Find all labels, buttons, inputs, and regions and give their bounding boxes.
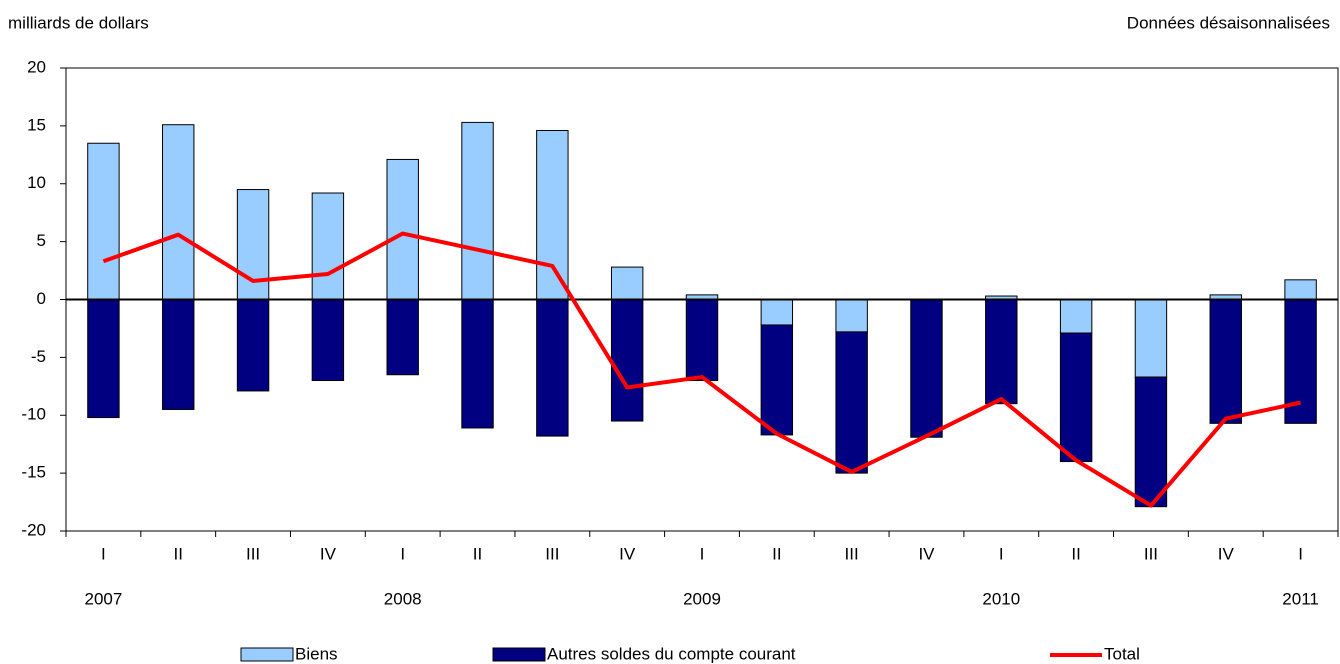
- x-tick-label: IV: [918, 544, 935, 563]
- bar: [835, 299, 868, 333]
- year-label: 2007: [84, 589, 122, 608]
- x-tick-label: II: [1071, 544, 1080, 563]
- bar: [1284, 279, 1317, 301]
- bar: [910, 299, 943, 438]
- bar: [162, 299, 195, 410]
- bar: [610, 266, 644, 300]
- y-tick-label: -20: [21, 520, 46, 539]
- x-tick-label: III: [545, 544, 559, 563]
- bar: [985, 299, 1018, 405]
- bar: [311, 299, 345, 382]
- y-tick-label: -15: [21, 463, 46, 482]
- x-tick-label: II: [174, 544, 183, 563]
- legend-label: Total: [1104, 644, 1140, 663]
- unit-label: milliards de dollars: [8, 13, 149, 32]
- x-tick-label: I: [101, 544, 106, 563]
- bar: [386, 158, 419, 300]
- x-tick-label: III: [845, 544, 859, 563]
- y-tick-label: 5: [37, 231, 46, 250]
- y-tick-label: 10: [27, 173, 46, 192]
- line: [102, 231, 1302, 508]
- y-tick-label: 0: [37, 289, 46, 308]
- bar: [461, 121, 494, 300]
- legend-swatch: [240, 647, 294, 662]
- bar: [162, 124, 195, 300]
- x-tick-label: II: [772, 544, 781, 563]
- y-tick-label: 20: [27, 57, 46, 76]
- x-tick-label: IV: [619, 544, 636, 563]
- bar: [311, 192, 345, 300]
- bar: [610, 299, 644, 422]
- year-label: 2010: [982, 589, 1020, 608]
- y-tick-label: 15: [27, 115, 46, 134]
- bar: [236, 189, 270, 301]
- bar: [536, 130, 569, 300]
- legend-swatch: [492, 647, 546, 662]
- x-tick-label: I: [1298, 544, 1303, 563]
- legend-label: Biens: [295, 644, 338, 663]
- bar: [1059, 332, 1093, 463]
- year-label: 2011: [1282, 589, 1319, 608]
- x-tick-label: IV: [320, 544, 337, 563]
- bar: [760, 299, 794, 326]
- x-tick-label: IV: [1218, 544, 1235, 563]
- bar: [835, 331, 868, 474]
- bar: [536, 299, 569, 437]
- bar: [461, 299, 494, 429]
- bar: [87, 299, 120, 419]
- y-tick-label: -10: [21, 405, 46, 424]
- x-tick-label: III: [246, 544, 260, 563]
- bar: [1134, 376, 1168, 508]
- bar: [1209, 299, 1242, 424]
- bar: [1134, 299, 1168, 378]
- x-tick-label: III: [1144, 544, 1158, 563]
- x-tick-label: I: [700, 544, 705, 563]
- bar: [760, 324, 794, 436]
- bar: [236, 299, 270, 392]
- bar: [87, 142, 120, 300]
- x-tick-label: I: [999, 544, 1004, 563]
- note: Données désaisonnalisées: [1127, 13, 1330, 32]
- year-label: 2008: [384, 589, 422, 608]
- y-tick-label: -5: [31, 347, 46, 366]
- bar: [386, 299, 419, 376]
- bar: [685, 299, 719, 382]
- year-label: 2009: [683, 589, 721, 608]
- x-tick-label: I: [400, 544, 405, 563]
- bar: [1059, 299, 1093, 334]
- x-tick-label: II: [473, 544, 482, 563]
- legend-label: Autres soldes du compte courant: [547, 644, 796, 663]
